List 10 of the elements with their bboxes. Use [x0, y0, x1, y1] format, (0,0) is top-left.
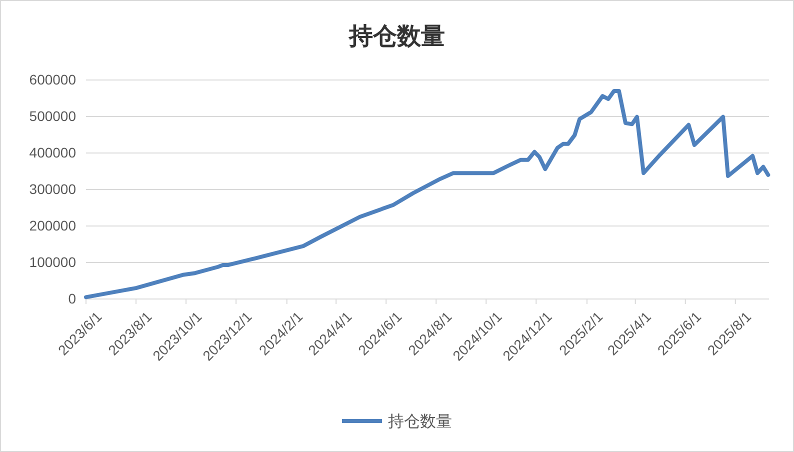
y-tick-label: 400000 [29, 144, 76, 160]
y-tick-label: 0 [68, 290, 76, 306]
y-tick-label: 100000 [29, 254, 76, 270]
chart-title: 持仓数量 [348, 21, 445, 50]
y-tick-label: 500000 [29, 108, 76, 124]
y-tick-label: 200000 [29, 217, 76, 234]
y-tick-label: 600000 [29, 71, 76, 88]
line-series [84, 88, 770, 300]
legend-label: 持仓数量 [388, 412, 452, 431]
y-tick-label: 300000 [29, 180, 76, 197]
